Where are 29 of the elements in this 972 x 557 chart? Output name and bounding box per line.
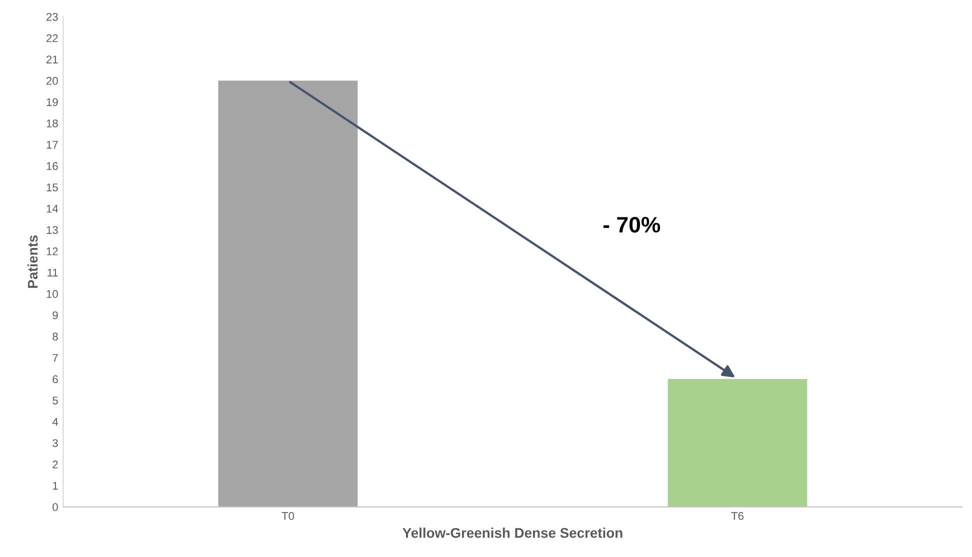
y-tick-label: 8 xyxy=(52,332,58,341)
y-tick-label: 13 xyxy=(46,226,58,234)
y-axis-title: Patients xyxy=(27,235,38,288)
y-tick-label: 6 xyxy=(52,375,58,384)
y-tick-label: 3 xyxy=(52,439,58,448)
y-tick-label: 9 xyxy=(52,311,58,320)
y-tick-label: 12 xyxy=(46,247,58,256)
x-axis-title: Yellow-Greenish Dense Secretion xyxy=(402,528,622,538)
y-tick-label: 4 xyxy=(52,418,58,426)
y-tick-label: 23 xyxy=(46,12,58,21)
annotation: - 70% xyxy=(604,216,660,233)
y-tick-label: 21 xyxy=(46,56,58,64)
y-tick-label: 11 xyxy=(48,268,58,276)
y-tick-label: 10 xyxy=(46,290,58,298)
y-tick-label: 17 xyxy=(46,140,58,149)
y-tick-label: 15 xyxy=(46,184,58,192)
y-tick-label: 14 xyxy=(46,204,58,213)
y-tick-label: 22 xyxy=(46,34,58,42)
y-tick-label: 5 xyxy=(52,396,58,404)
y-tick-label: 7 xyxy=(52,354,58,362)
x-tick-label: T0 xyxy=(282,512,294,520)
y-tick-label: 18 xyxy=(46,120,58,128)
y-tick-label: 1 xyxy=(52,482,58,490)
y-tick-label: 20 xyxy=(46,76,58,85)
y-tick-label: 2 xyxy=(52,460,58,468)
x-tick-label: T6 xyxy=(731,512,744,520)
y-tick-label: 19 xyxy=(46,98,58,106)
y-tick-label: 16 xyxy=(46,162,58,170)
y-tick-label: 0 xyxy=(52,503,58,512)
